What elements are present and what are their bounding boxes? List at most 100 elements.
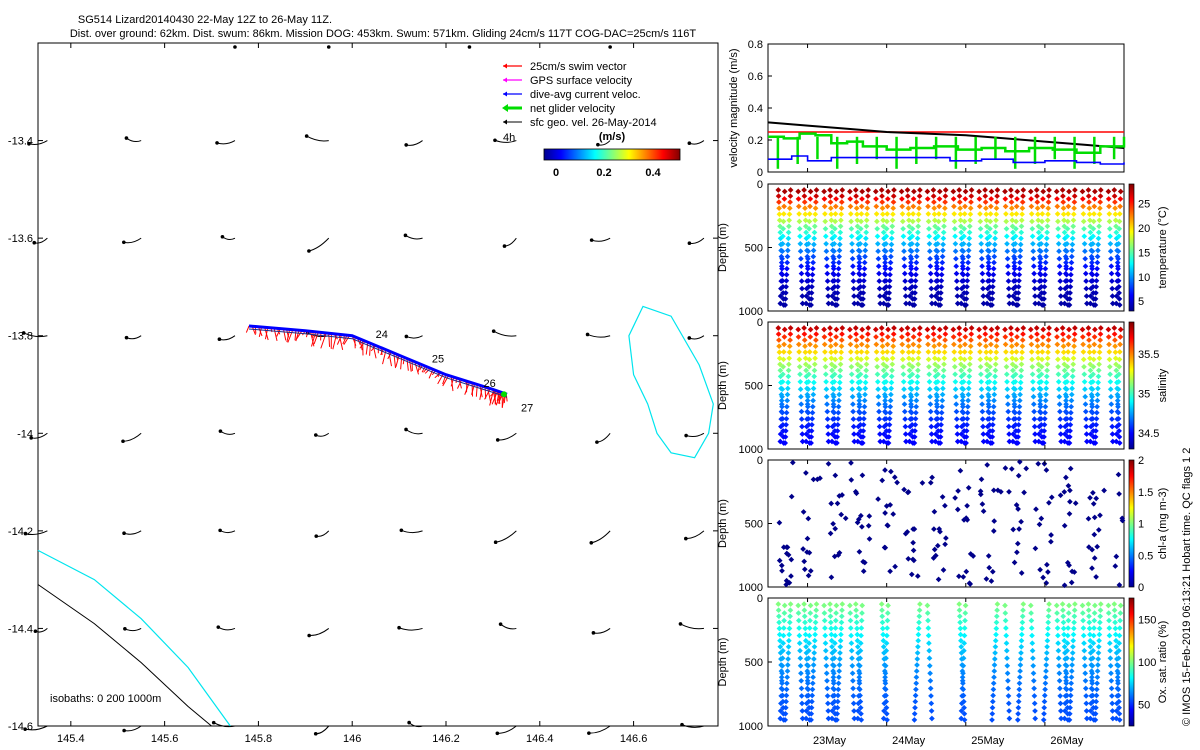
section-data-point bbox=[784, 259, 791, 266]
section-data-point bbox=[1097, 607, 1104, 614]
section-data-point bbox=[804, 535, 811, 542]
section-data-point bbox=[796, 356, 803, 363]
dac-track bbox=[248, 324, 508, 396]
section-data-point bbox=[780, 647, 786, 654]
section-data-point bbox=[784, 668, 791, 674]
section-data-point bbox=[823, 240, 829, 247]
section-data-point bbox=[1106, 341, 1112, 348]
section-data-point bbox=[914, 662, 920, 668]
section-data-point bbox=[1087, 361, 1094, 368]
section-data-point bbox=[778, 397, 785, 404]
section-data-point bbox=[807, 196, 814, 202]
section-data-point bbox=[1002, 203, 1009, 210]
section-data-point bbox=[908, 263, 914, 270]
section-data-point bbox=[985, 408, 992, 415]
section-data-point bbox=[1107, 662, 1114, 669]
section-data-point bbox=[801, 607, 808, 614]
section-data-point bbox=[961, 640, 968, 647]
section-data-point bbox=[905, 489, 912, 495]
section-data-point bbox=[851, 708, 857, 714]
section-data-point bbox=[1016, 459, 1023, 465]
isobath-note: isobaths: 0 200 1000m bbox=[50, 693, 161, 705]
section-data-point bbox=[1105, 602, 1112, 609]
section-data-point bbox=[848, 460, 854, 466]
section-data-point bbox=[908, 386, 915, 393]
section-data-point bbox=[914, 656, 921, 662]
section-data-point bbox=[874, 225, 881, 232]
section-data-point bbox=[908, 401, 914, 408]
section-data-point bbox=[857, 371, 864, 378]
section-data-point bbox=[812, 211, 819, 218]
sfc-velocity-arrowhead bbox=[313, 433, 318, 437]
section-data-point bbox=[1057, 685, 1063, 692]
section-data-point bbox=[876, 285, 883, 292]
section-data-point bbox=[989, 421, 996, 428]
section-data-point bbox=[830, 397, 837, 404]
section-data-point bbox=[1018, 518, 1024, 525]
section-data-point bbox=[1005, 423, 1012, 430]
section-data-point bbox=[1065, 211, 1071, 217]
section-data-point bbox=[1117, 326, 1124, 333]
section-data-point bbox=[913, 265, 920, 272]
section-data-point bbox=[787, 187, 794, 193]
section-data-point bbox=[1081, 225, 1087, 232]
section-data-point bbox=[1019, 619, 1026, 626]
sfc-velocity-vector bbox=[123, 237, 142, 244]
section-data-point bbox=[957, 205, 963, 212]
section-data-point bbox=[825, 431, 832, 437]
section-data-point bbox=[986, 240, 993, 247]
section-data-point bbox=[959, 278, 965, 284]
section-data-point bbox=[956, 601, 963, 607]
section-data-point bbox=[1036, 293, 1042, 299]
section-data-point bbox=[1034, 343, 1041, 350]
section-data-point bbox=[822, 211, 828, 217]
section-data-point bbox=[962, 617, 968, 624]
section-data-point bbox=[883, 647, 890, 654]
section-data-point bbox=[879, 211, 886, 218]
section-data-point bbox=[852, 187, 859, 193]
section-data-point bbox=[1056, 401, 1063, 408]
section-data-point bbox=[906, 367, 913, 374]
section-data-point bbox=[1068, 680, 1075, 687]
section-data-point bbox=[1013, 218, 1019, 225]
sfc-velocity-arrowhead bbox=[23, 531, 28, 536]
section-data-point bbox=[1095, 229, 1102, 236]
section-data-point bbox=[823, 393, 830, 400]
section-data-point bbox=[919, 480, 926, 486]
section-data-point bbox=[1042, 680, 1049, 687]
sfc-velocity-arrowhead bbox=[314, 534, 319, 538]
section-data-point bbox=[1080, 341, 1086, 348]
section-data-point bbox=[1008, 199, 1015, 205]
section-data-point bbox=[853, 199, 860, 205]
section-data-point bbox=[780, 371, 786, 378]
section-data-point bbox=[851, 715, 858, 722]
section-colorbar bbox=[1128, 597, 1135, 727]
section-data-point bbox=[782, 710, 789, 717]
section-data-point bbox=[1070, 637, 1077, 644]
section-data-point bbox=[976, 188, 982, 195]
section-data-point bbox=[939, 253, 946, 260]
section-data-point bbox=[1115, 255, 1121, 262]
section-data-point bbox=[1083, 700, 1090, 707]
swim-vector bbox=[328, 333, 331, 347]
section-data-point bbox=[1027, 188, 1034, 195]
section-data-point bbox=[857, 248, 863, 255]
section-data-point bbox=[810, 253, 817, 260]
section-data-point bbox=[1068, 686, 1074, 693]
section-data-point bbox=[1071, 331, 1078, 337]
section-data-point bbox=[887, 568, 893, 575]
section-data-point bbox=[927, 685, 934, 692]
section-data-point bbox=[890, 511, 897, 517]
section-data-point bbox=[915, 631, 922, 638]
section-data-point bbox=[908, 259, 914, 266]
section-data-point bbox=[1037, 408, 1043, 415]
section-data-point bbox=[863, 223, 870, 230]
section-data-point bbox=[856, 685, 862, 692]
section-data-point bbox=[960, 240, 967, 247]
section-data-point bbox=[1097, 613, 1104, 620]
section-data-point bbox=[1070, 631, 1077, 638]
section-data-point bbox=[823, 386, 830, 393]
section-data-point bbox=[929, 300, 935, 307]
section-data-point bbox=[1063, 662, 1070, 669]
section-data-point bbox=[1108, 670, 1114, 677]
